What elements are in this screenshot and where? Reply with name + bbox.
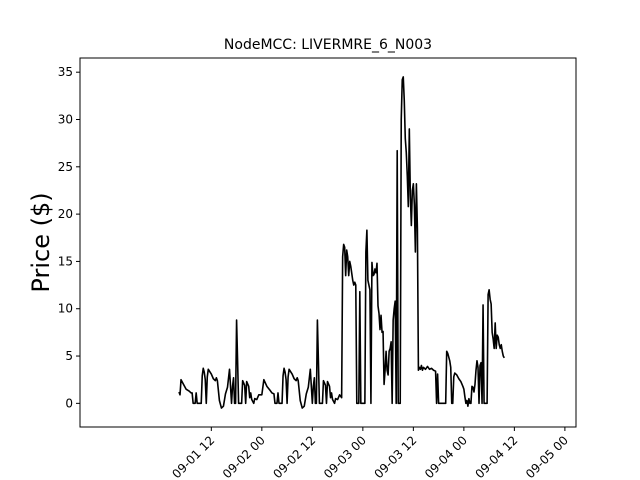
- x-tick-label: 09-03 12: [371, 433, 419, 480]
- x-tick-label: 09-01 12: [169, 433, 217, 480]
- y-tick-label: 20: [58, 207, 73, 221]
- chart-title: NodeMCC: LIVERMRE_6_N003: [224, 37, 432, 53]
- y-tick-label: 5: [65, 349, 73, 363]
- y-axis-label: Price ($): [27, 192, 55, 292]
- y-tick-label: 0: [65, 396, 73, 410]
- series-line: [178, 76, 505, 409]
- x-tick-label: 09-03 00: [321, 433, 369, 480]
- y-tick-label: 35: [58, 65, 73, 79]
- y-tick-label: 10: [58, 302, 73, 316]
- x-tick-label: 09-05 00: [523, 433, 571, 480]
- y-tick-label: 30: [58, 113, 73, 127]
- x-tick-label: 09-02 00: [220, 433, 268, 480]
- x-tick-label: 09-04 00: [422, 433, 470, 480]
- y-tick-label: 15: [58, 254, 73, 268]
- y-tick-label: 25: [58, 160, 73, 174]
- x-tick-label: 09-04 12: [472, 433, 520, 480]
- x-tick-label: 09-02 12: [270, 433, 318, 480]
- series-layer: [178, 76, 505, 409]
- plot-area-frame: [79, 57, 577, 428]
